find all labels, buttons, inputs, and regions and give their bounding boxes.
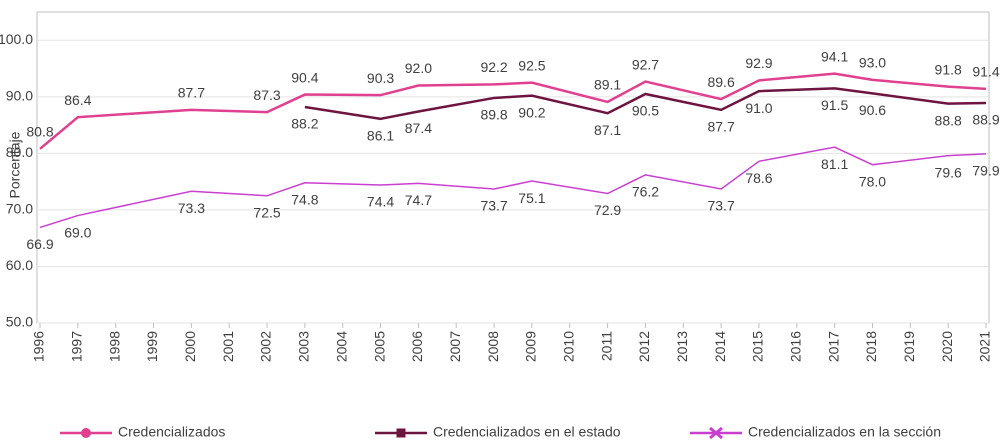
data-label: 90.5 bbox=[632, 103, 659, 119]
x-tick-label: 1996 bbox=[31, 331, 47, 362]
data-label: 66.9 bbox=[26, 236, 53, 252]
data-label: 94.1 bbox=[821, 48, 848, 64]
legend-label: Credencializados en la sección bbox=[748, 424, 941, 440]
x-tick-label: 2013 bbox=[674, 331, 690, 362]
x-tick-label: 2006 bbox=[409, 331, 425, 362]
data-label: 90.6 bbox=[859, 102, 886, 118]
y-tick-label: 100.0 bbox=[0, 31, 33, 47]
x-tick-label: 1997 bbox=[69, 331, 85, 362]
data-label: 92.7 bbox=[632, 56, 659, 72]
data-label: 87.3 bbox=[253, 87, 280, 103]
data-label: 89.8 bbox=[480, 107, 507, 123]
data-label: 74.8 bbox=[291, 191, 318, 207]
data-label: 90.2 bbox=[518, 104, 545, 120]
x-tick-label: 2002 bbox=[258, 331, 274, 362]
data-label: 89.1 bbox=[594, 77, 621, 93]
series-line bbox=[39, 72, 987, 150]
data-label: 74.7 bbox=[405, 192, 432, 208]
y-tick-label: 80.0 bbox=[6, 144, 33, 160]
series-line bbox=[304, 87, 987, 121]
x-tick-label: 2001 bbox=[220, 331, 236, 362]
data-label: 81.1 bbox=[821, 156, 848, 172]
x-tick-label: 2016 bbox=[788, 331, 804, 362]
data-label: 72.5 bbox=[253, 204, 280, 220]
data-label: 92.9 bbox=[745, 55, 772, 71]
data-label: 92.2 bbox=[480, 59, 507, 75]
data-label: 91.5 bbox=[821, 97, 848, 113]
data-label: 91.0 bbox=[745, 100, 772, 116]
x-tick-label: 2008 bbox=[485, 331, 501, 362]
data-label: 79.6 bbox=[935, 164, 962, 180]
x-tick-label: 2012 bbox=[636, 331, 652, 362]
x-tick-label: 2011 bbox=[598, 331, 614, 361]
x-tick-label: 2000 bbox=[182, 331, 198, 362]
data-label: 92.5 bbox=[518, 57, 545, 73]
x-tick-label: 1998 bbox=[106, 331, 122, 362]
legend-marker bbox=[81, 428, 91, 438]
data-label: 87.7 bbox=[178, 85, 205, 101]
y-tick-label: 60.0 bbox=[6, 257, 33, 273]
x-tick-label: 2007 bbox=[447, 331, 463, 362]
x-tick-label: 2017 bbox=[825, 331, 841, 362]
data-label: 75.1 bbox=[518, 190, 545, 206]
data-label: 78.6 bbox=[745, 170, 772, 186]
data-label: 88.8 bbox=[935, 112, 962, 128]
x-tick-label: 2010 bbox=[560, 331, 576, 362]
x-tick-label: 2014 bbox=[712, 331, 728, 362]
x-tick-label: 2005 bbox=[371, 331, 387, 362]
data-label: 76.2 bbox=[632, 184, 659, 200]
x-tick-label: 2009 bbox=[523, 331, 539, 362]
x-tick-label: 2018 bbox=[863, 331, 879, 362]
x-tick-label: 2015 bbox=[750, 331, 766, 362]
y-tick-label: 50.0 bbox=[6, 314, 33, 330]
legend-label: Credencializados en el estado bbox=[433, 424, 621, 440]
data-label: 91.4 bbox=[972, 64, 999, 80]
data-label: 79.9 bbox=[972, 163, 999, 179]
data-label: 78.0 bbox=[859, 173, 886, 189]
x-tick-label: 2003 bbox=[296, 331, 312, 362]
data-label: 86.4 bbox=[64, 92, 91, 108]
data-label: 87.4 bbox=[405, 120, 432, 136]
legend-marker bbox=[709, 426, 723, 440]
data-label: 72.9 bbox=[594, 202, 621, 218]
x-tick-label: 1999 bbox=[144, 331, 160, 362]
x-tick-label: 2004 bbox=[333, 331, 349, 362]
data-label: 91.8 bbox=[935, 61, 962, 77]
data-label: 74.4 bbox=[367, 194, 394, 210]
x-tick-label: 2019 bbox=[901, 331, 917, 362]
data-label: 73.7 bbox=[707, 198, 734, 214]
data-label: 87.1 bbox=[594, 122, 621, 138]
data-label: 86.1 bbox=[367, 128, 394, 144]
data-label: 93.0 bbox=[859, 55, 886, 71]
data-label: 73.7 bbox=[480, 198, 507, 214]
legend-marker bbox=[396, 428, 406, 438]
data-label: 73.3 bbox=[178, 200, 205, 216]
data-label: 92.0 bbox=[405, 60, 432, 76]
data-label: 88.2 bbox=[291, 116, 318, 132]
data-label: 90.3 bbox=[367, 70, 394, 86]
data-label: 87.7 bbox=[707, 119, 734, 135]
data-label: 88.9 bbox=[972, 112, 999, 128]
y-tick-label: 70.0 bbox=[6, 201, 33, 217]
x-tick-label: 2020 bbox=[939, 331, 955, 362]
x-tick-label: 2021 bbox=[977, 331, 993, 362]
y-tick-label: 90.0 bbox=[6, 88, 33, 104]
data-label: 80.8 bbox=[26, 124, 53, 140]
data-label: 69.0 bbox=[64, 224, 91, 240]
data-label: 89.6 bbox=[707, 74, 734, 90]
series-line bbox=[39, 146, 987, 229]
legend-label: Credencializados bbox=[118, 424, 225, 440]
y-axis-label: Porcentaje bbox=[7, 131, 23, 198]
data-label: 90.4 bbox=[291, 69, 318, 85]
